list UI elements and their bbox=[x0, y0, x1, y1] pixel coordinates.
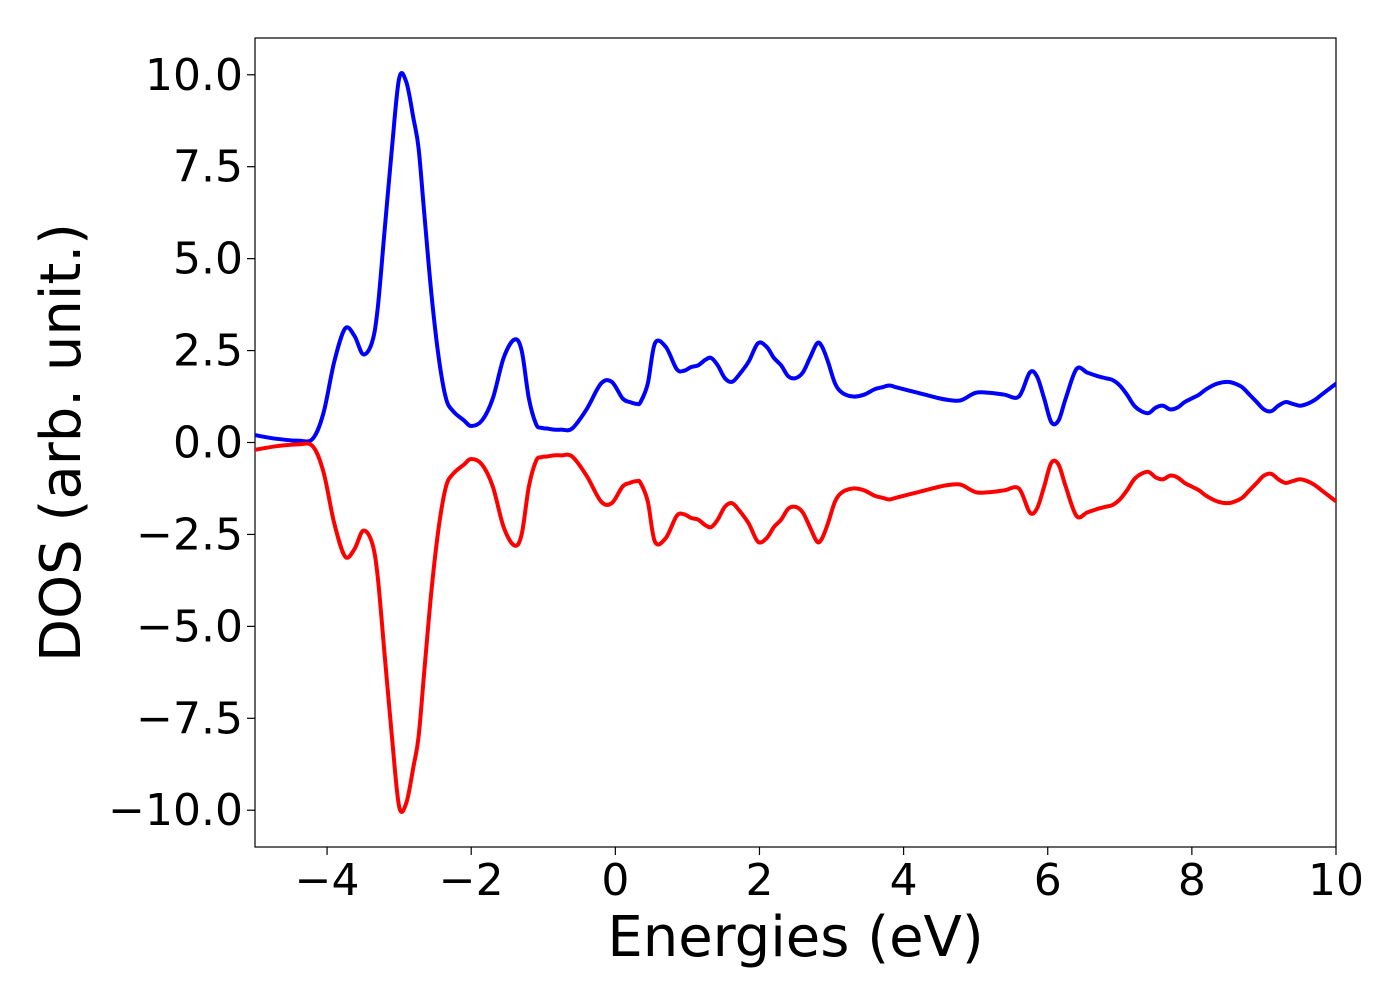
y-tick-label: −7.5 bbox=[136, 693, 243, 744]
y-tick-label: 7.5 bbox=[173, 142, 243, 193]
plot-area-frame bbox=[254, 37, 1337, 848]
y-tick-label: −10.0 bbox=[108, 785, 243, 836]
series-line-blue bbox=[255, 70, 1336, 444]
y-axis-label: DOS (arb. unit.) bbox=[29, 223, 94, 662]
y-tick-label: 2.5 bbox=[173, 326, 243, 377]
series-line-red bbox=[255, 441, 1336, 815]
x-tick-label: 8 bbox=[1178, 855, 1206, 906]
y-tick-label: −2.5 bbox=[136, 509, 243, 560]
x-tick-label: 2 bbox=[745, 855, 773, 906]
x-tick-label: −2 bbox=[439, 855, 504, 906]
x-tick-label: 4 bbox=[890, 855, 918, 906]
x-axis: −4 −2 0 2 4 6 8 10 bbox=[295, 847, 1364, 906]
x-tick-label: 10 bbox=[1308, 855, 1364, 906]
x-tick-label: 6 bbox=[1034, 855, 1062, 906]
x-axis-label: Energies (eV) bbox=[607, 905, 983, 970]
y-tick-label: 5.0 bbox=[173, 234, 243, 285]
y-tick-label: 0.0 bbox=[173, 418, 243, 469]
series-layer bbox=[255, 70, 1336, 815]
x-tick-label: −4 bbox=[295, 855, 360, 906]
y-tick-label: −5.0 bbox=[136, 601, 243, 652]
x-tick-label: 0 bbox=[601, 855, 629, 906]
y-tick-label: 10.0 bbox=[145, 50, 243, 101]
y-axis: 10.0 7.5 5.0 2.5 0.0 −2.5 −5.0 −7.5 −10.0 bbox=[108, 50, 255, 836]
